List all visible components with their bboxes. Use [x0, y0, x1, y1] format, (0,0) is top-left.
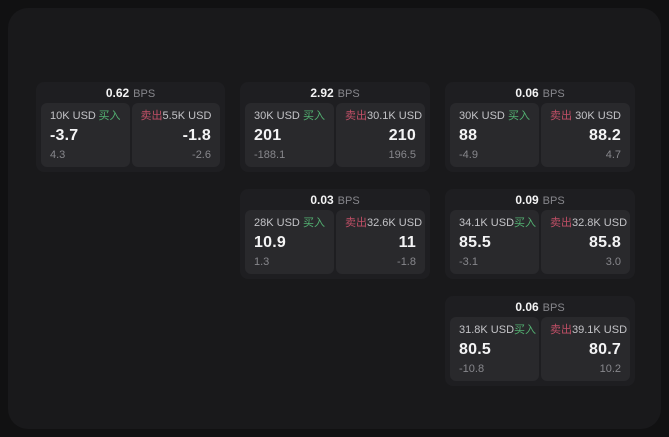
- sell-label: 卖出: [345, 110, 367, 122]
- buy-sub-value: -10.8: [459, 363, 485, 375]
- quote-card: 0.09 BPS 34.1K USD 买入 85.5 -3.1 卖出 32.8K …: [445, 189, 635, 279]
- quote-card: 0.06 BPS 30K USD 买入 88 -4.9 卖出 30K USD 88…: [445, 82, 635, 172]
- sell-label: 卖出: [140, 110, 163, 122]
- bps-value: 0.06: [515, 300, 539, 314]
- sell-amount: 30K USD: [575, 110, 621, 122]
- sell-amount: 32.8K USD: [572, 217, 628, 229]
- sell-panel[interactable]: 卖出 39.1K USD 80.7 10.2: [541, 317, 630, 381]
- bps-unit-label: BPS: [133, 88, 156, 100]
- sell-sub-value: -1.8: [397, 256, 416, 268]
- buy-label: 买入: [303, 217, 325, 229]
- bps-header: 2.92 BPS: [240, 82, 430, 103]
- sell-sub-value: 4.7: [605, 149, 621, 161]
- buy-panel[interactable]: 31.8K USD 买入 80.5 -10.8: [450, 317, 539, 381]
- buy-sub-value: -188.1: [254, 149, 286, 161]
- sell-label: 卖出: [550, 324, 572, 336]
- buy-panel[interactable]: 34.1K USD 买入 85.5 -3.1: [450, 210, 539, 274]
- bps-value: 0.03: [310, 193, 334, 207]
- buy-sub-value: -4.9: [459, 149, 478, 161]
- sell-label: 卖出: [550, 110, 572, 122]
- buy-label: 买入: [98, 110, 121, 122]
- buy-amount: 31.8K USD: [459, 324, 515, 336]
- buy-sub-value: 4.3: [50, 149, 66, 161]
- sell-panel[interactable]: 卖出 32.8K USD 85.8 3.0: [541, 210, 630, 274]
- buy-price: 85.5: [459, 234, 491, 251]
- buy-label: 买入: [303, 110, 325, 122]
- buy-amount: 34.1K USD: [459, 217, 515, 229]
- sell-label: 卖出: [550, 217, 572, 229]
- buy-sub-value: -3.1: [459, 256, 478, 268]
- buy-amount: 10K USD: [50, 110, 96, 122]
- bps-header: 0.09 BPS: [445, 189, 635, 210]
- buy-sub-value: 1.3: [254, 256, 270, 268]
- sell-price: 85.8: [589, 234, 621, 251]
- buy-label: 买入: [508, 110, 530, 122]
- sell-price: -1.8: [182, 127, 211, 144]
- sell-amount: 32.6K USD: [367, 217, 423, 229]
- bps-unit-label: BPS: [542, 195, 565, 207]
- quote-card: 0.06 BPS 31.8K USD 买入 80.5 -10.8 卖出 39.1K…: [445, 296, 635, 386]
- bps-header: 0.06 BPS: [445, 296, 635, 317]
- bps-value: 2.92: [310, 86, 334, 100]
- quote-card: 0.62 BPS 10K USD 买入 -3.7 4.3 卖出 5.5K USD …: [36, 82, 225, 172]
- bps-header: 0.03 BPS: [240, 189, 430, 210]
- sell-price: 88.2: [589, 127, 621, 144]
- sell-price: 210: [388, 127, 416, 144]
- buy-price: 80.5: [459, 341, 491, 358]
- buy-amount: 28K USD: [254, 217, 300, 229]
- sell-sub-value: 196.5: [388, 149, 416, 161]
- sell-sub-value: 10.2: [599, 363, 621, 375]
- sell-price: 80.7: [589, 341, 621, 358]
- sell-amount: 5.5K USD: [162, 110, 212, 122]
- bps-unit-label: BPS: [337, 88, 360, 100]
- buy-price: 10.9: [254, 234, 286, 251]
- buy-price: -3.7: [50, 127, 79, 144]
- sell-price: 11: [398, 234, 416, 251]
- bps-value: 0.09: [515, 193, 539, 207]
- sell-sub-value: 3.0: [605, 256, 621, 268]
- bps-unit-label: BPS: [542, 88, 565, 100]
- sell-sub-value: -2.6: [192, 149, 211, 161]
- bps-header: 0.06 BPS: [445, 82, 635, 103]
- bps-unit-label: BPS: [337, 195, 360, 207]
- sell-amount: 30.1K USD: [367, 110, 423, 122]
- sell-panel[interactable]: 卖出 32.6K USD 11 -1.8: [336, 210, 425, 274]
- buy-panel[interactable]: 30K USD 买入 201 -188.1: [245, 103, 334, 167]
- bps-value: 0.06: [515, 86, 539, 100]
- sell-amount: 39.1K USD: [572, 324, 628, 336]
- bps-unit-label: BPS: [542, 302, 565, 314]
- bps-value: 0.62: [105, 86, 130, 100]
- sell-panel[interactable]: 卖出 30.1K USD 210 196.5: [336, 103, 425, 167]
- bps-header: 0.62 BPS: [36, 82, 225, 103]
- buy-amount: 30K USD: [254, 110, 300, 122]
- buy-panel[interactable]: 30K USD 买入 88 -4.9: [450, 103, 539, 167]
- buy-label: 买入: [514, 217, 537, 229]
- sell-panel[interactable]: 卖出 5.5K USD -1.8 -2.6: [131, 103, 220, 167]
- sell-label: 卖出: [345, 217, 367, 229]
- quote-card: 2.92 BPS 30K USD 买入 201 -188.1 卖出 30.1K U…: [240, 82, 430, 172]
- buy-price: 201: [254, 127, 282, 144]
- sell-panel[interactable]: 卖出 30K USD 88.2 4.7: [541, 103, 630, 167]
- buy-label: 买入: [514, 324, 537, 336]
- buy-panel[interactable]: 28K USD 买入 10.9 1.3: [245, 210, 334, 274]
- buy-price: 88: [459, 127, 478, 144]
- quote-card: 0.03 BPS 28K USD 买入 10.9 1.3 卖出 32.6K USD…: [240, 189, 430, 279]
- buy-amount: 30K USD: [459, 110, 505, 122]
- buy-panel[interactable]: 10K USD 买入 -3.7 4.3: [41, 103, 130, 167]
